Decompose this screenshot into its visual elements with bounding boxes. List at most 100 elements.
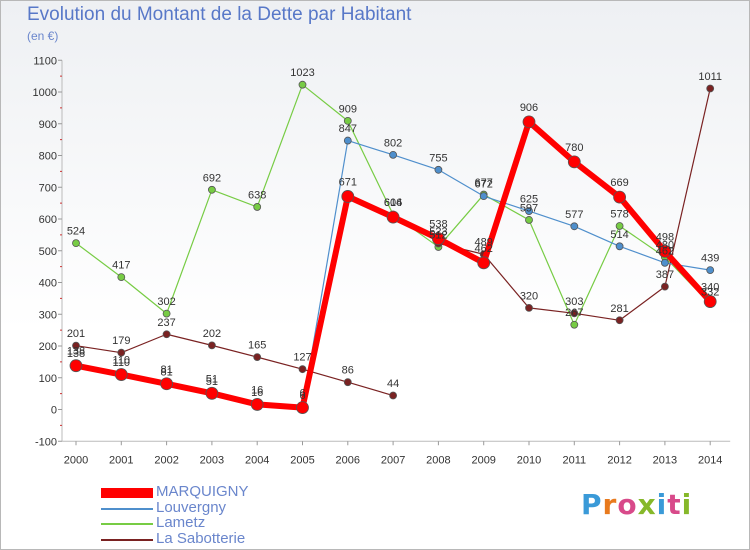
data-label-la-sabotterie: 320 (520, 290, 538, 302)
data-point-marquigny (703, 295, 717, 308)
y-minor-tick (60, 139, 62, 141)
data-label-louvergny: 625 (520, 194, 538, 206)
data-point-marquigny (567, 155, 581, 169)
data-point-marquigny (431, 232, 445, 246)
data-point-marquigny (522, 115, 536, 129)
data-point-la-sabotterie (389, 391, 398, 400)
data-point-marquigny (160, 377, 174, 391)
data-label-louvergny: 802 (384, 137, 402, 149)
data-label-louvergny: 138 (67, 348, 85, 360)
data-label-la-sabotterie: 387 (656, 269, 674, 281)
data-label-louvergny: 514 (610, 229, 628, 241)
logo-letter: x (637, 488, 657, 521)
data-point-louvergny (525, 207, 533, 215)
data-label-marquigny: 780 (565, 142, 583, 154)
data-label-la-sabotterie: 179 (112, 335, 130, 347)
legend-label: Lametz (156, 514, 206, 532)
data-point-marquigny (205, 386, 219, 400)
x-tick-label: 2012 (607, 454, 631, 466)
data-point-louvergny (434, 165, 443, 174)
x-tick-label: 2001 (109, 454, 133, 466)
data-point-la-sabotterie (253, 353, 262, 362)
x-tick-label: 2011 (562, 454, 586, 466)
legend-swatch (101, 487, 153, 499)
data-label-lametz: 267 (565, 307, 583, 319)
x-tick-label: 2005 (290, 454, 314, 466)
data-point-marquigny (296, 401, 309, 414)
data-point-la-sabotterie (525, 303, 533, 312)
data-point-lametz (117, 273, 126, 282)
data-label-lametz: 597 (520, 202, 538, 214)
data-label-louvergny: 81 (160, 366, 172, 378)
data-point-la-sabotterie (298, 365, 307, 374)
x-tick-label: 2002 (154, 454, 178, 466)
legend-label: MARQUIGNY (156, 483, 249, 500)
chart-title: Evolution du Montant de la Dette par Hab… (27, 4, 412, 25)
y-minor-tick (60, 170, 62, 172)
data-label-lametz: 512 (429, 229, 447, 241)
data-label-louvergny: 672 (475, 179, 493, 191)
data-label-la-sabotterie: 201 (67, 328, 85, 340)
data-point-la-sabotterie (117, 348, 126, 357)
data-label-louvergny: 577 (565, 209, 583, 221)
y-minor-tick (60, 107, 62, 109)
data-label-marquigny: 138 (67, 346, 85, 358)
data-label-la-sabotterie: 165 (248, 340, 266, 352)
data-point-lametz (207, 185, 216, 194)
data-point-lametz (525, 216, 533, 224)
data-label-lametz: 909 (339, 103, 357, 115)
data-point-la-sabotterie (162, 330, 171, 339)
logo-letter: o (617, 488, 638, 521)
data-point-la-sabotterie (343, 378, 352, 387)
data-point-la-sabotterie (72, 341, 80, 350)
y-tick-label: 500 (39, 246, 57, 258)
data-label-marquigny: 16 (251, 384, 263, 396)
data-point-marquigny (114, 368, 128, 381)
data-label-louvergny: 462 (656, 245, 674, 257)
x-tick-label: 2000 (64, 454, 88, 466)
legend-label: Louvergny (156, 498, 227, 516)
x-tick-label: 2009 (471, 454, 495, 466)
logo-letter: t (667, 488, 682, 521)
y-tick-label: 700 (39, 182, 57, 194)
y-minor-tick (60, 329, 62, 331)
logo-letter: P (581, 488, 603, 521)
data-point-marquigny (250, 398, 264, 411)
data-point-louvergny (706, 266, 715, 275)
data-point-louvergny (389, 150, 398, 159)
y-minor-tick (60, 361, 62, 363)
data-label-la-sabotterie: 86 (342, 365, 354, 377)
data-point-la-sabotterie (615, 316, 624, 325)
y-tick-label: 300 (39, 309, 57, 321)
data-label-lametz: 417 (112, 260, 130, 272)
data-point-la-sabotterie (706, 84, 715, 93)
y-tick-label: -100 (35, 436, 57, 448)
data-label-marquigny: 51 (206, 373, 218, 385)
data-point-lametz (253, 203, 262, 211)
data-label-lametz: 302 (157, 296, 175, 308)
data-label-lametz: 524 (67, 226, 85, 238)
data-label-marquigny: 606 (384, 197, 402, 209)
data-point-lametz (615, 222, 624, 230)
proxiti-logo: Proxiti (581, 488, 692, 521)
legend-swatch (101, 507, 153, 510)
x-tick-label: 2010 (517, 454, 541, 466)
data-label-lametz: 480 (656, 240, 674, 252)
data-label-marquigny: 81 (160, 364, 172, 376)
x-tick-label: 2006 (336, 454, 360, 466)
x-tick-label: 2013 (653, 454, 677, 466)
data-point-lametz (343, 116, 352, 125)
data-label-lametz: 677 (475, 177, 493, 189)
y-tick-label: 0 (51, 405, 57, 417)
data-label-la-sabotterie: 44 (387, 378, 399, 390)
data-point-la-sabotterie (661, 282, 669, 291)
data-label-marquigny: 906 (520, 102, 538, 114)
y-minor-tick (60, 424, 62, 426)
x-tick-label: 2004 (245, 454, 269, 466)
data-point-lametz (570, 320, 579, 329)
data-point-louvergny (661, 258, 669, 267)
data-label-marquigny: 671 (339, 176, 357, 188)
y-minor-tick (60, 393, 62, 395)
data-point-marquigny (658, 244, 672, 258)
